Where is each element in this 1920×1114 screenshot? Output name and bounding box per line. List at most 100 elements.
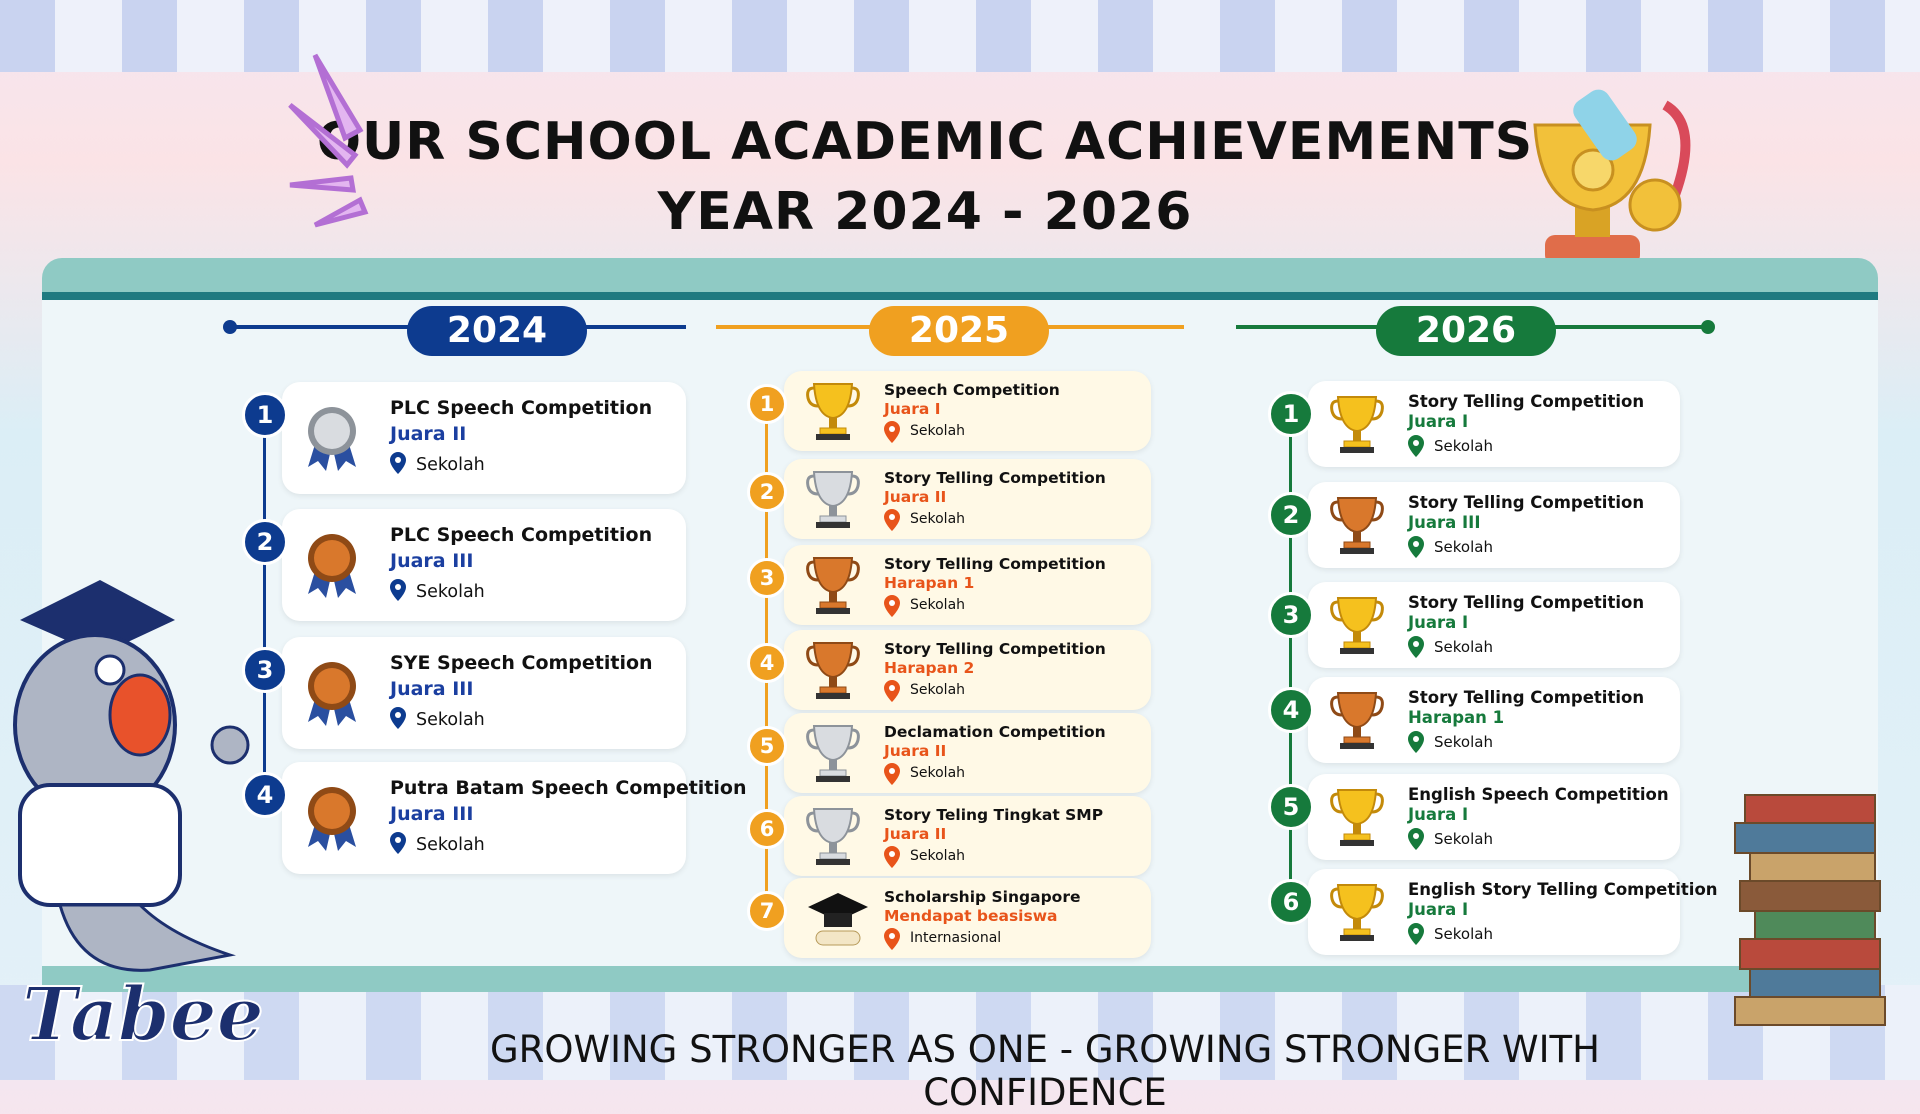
location: Sekolah: [416, 709, 485, 730]
location-pin: [884, 421, 900, 443]
rank: Juara II: [884, 742, 947, 760]
title: OUR SCHOOL ACADEMIC ACHIEVEMENTS: [316, 112, 1534, 172]
location: Sekolah: [1434, 436, 1493, 455]
burst-decoration: [288, 53, 369, 228]
award-icon: [1330, 692, 1384, 749]
rank: Juara III: [390, 803, 474, 826]
location-pin: [1408, 635, 1424, 658]
location-pin: [884, 763, 900, 785]
rank: Juara I: [1408, 412, 1469, 432]
location-pin: [1408, 827, 1424, 850]
item-number: 3: [1268, 592, 1314, 638]
item-number: 6: [1268, 879, 1314, 925]
competition-title: Story Teling Tingkat SMP: [884, 806, 1104, 824]
location-pin: [884, 595, 900, 617]
location-pin: [1408, 434, 1424, 457]
year-label: 2025: [869, 306, 1049, 356]
rank: Juara III: [390, 678, 474, 701]
award-icon: [308, 407, 356, 471]
location-pin: [1408, 922, 1424, 945]
item-number: 5: [747, 726, 787, 766]
award-icon: [806, 471, 860, 528]
competition-title: Story Telling Competition: [884, 469, 1106, 487]
location: Sekolah: [416, 454, 485, 475]
competition-title: Story Telling Competition: [884, 555, 1106, 573]
item-number: 2: [1268, 492, 1314, 538]
award-icon: [1330, 396, 1384, 453]
rank: Juara II: [884, 488, 947, 506]
location: Sekolah: [910, 765, 966, 781]
competition-title: Putra Batam Speech Competition: [390, 776, 747, 799]
item-number: 2: [242, 519, 288, 565]
location: Sekolah: [1434, 637, 1493, 656]
rank: Juara III: [390, 550, 474, 573]
location: Sekolah: [910, 682, 966, 698]
competition-title: Story Telling Competition: [1408, 592, 1645, 612]
location-pin: [390, 452, 406, 474]
award-icon: [806, 557, 860, 614]
award-icon: [1330, 789, 1384, 846]
competition-title: English Speech Competition: [1408, 784, 1669, 804]
award-icon: [1330, 884, 1384, 941]
award-icon: [806, 383, 860, 440]
competition-title: Speech Competition: [884, 381, 1060, 399]
location-pin: [390, 579, 406, 601]
competition-title: English Story Telling Competition: [1408, 879, 1718, 899]
item-number: 6: [747, 809, 787, 849]
award-icon: [806, 725, 860, 782]
location-pin: [884, 680, 900, 702]
tagline: GROWING STRONGER AS ONE - GROWING STRONG…: [490, 1028, 1600, 1114]
location-pin: [390, 707, 406, 729]
location: Sekolah: [1434, 537, 1493, 556]
location: Sekolah: [1434, 732, 1493, 751]
trophy-decoration: [1533, 89, 1691, 265]
year-label: 2026: [1376, 306, 1556, 356]
line-dot: [1701, 320, 1715, 334]
location-pin: [1408, 730, 1424, 753]
subtitle: YEAR 2024 - 2026: [657, 182, 1193, 242]
location: Sekolah: [1434, 829, 1493, 848]
award-icon: [806, 808, 860, 865]
mascot: [13, 580, 250, 972]
location: Sekolah: [1434, 924, 1493, 943]
competition-title: Story Telling Competition: [1408, 391, 1645, 411]
rank: Juara II: [884, 825, 947, 843]
award-icon: [1330, 497, 1384, 554]
competition-title: Story Telling Competition: [1408, 687, 1645, 707]
competition-title: SYE Speech Competition: [390, 651, 653, 674]
rank: Juara I: [1408, 805, 1469, 825]
award-icon: [1330, 597, 1384, 654]
rank: Juara II: [390, 423, 467, 446]
location-pin: [1408, 535, 1424, 558]
competition-title: Scholarship Singapore: [884, 888, 1081, 906]
location-pin: [884, 846, 900, 868]
rank: Harapan 2: [884, 659, 975, 677]
year-label: 2024: [407, 306, 587, 356]
award-icon: [806, 642, 860, 699]
timeline: [1289, 411, 1292, 899]
rank: Juara I: [1408, 613, 1469, 633]
rank: Juara I: [884, 400, 941, 418]
location: Sekolah: [910, 423, 966, 439]
item-number: 4: [1268, 687, 1314, 733]
location-pin: [884, 509, 900, 531]
wave-top: [42, 258, 1878, 292]
rank: Mendapat beasiswa: [884, 907, 1058, 925]
rank: Harapan 1: [1408, 708, 1505, 728]
timeline: [263, 412, 266, 792]
location: Internasional: [910, 930, 1002, 946]
item-number: 4: [242, 772, 288, 818]
rank: Juara III: [1408, 513, 1481, 533]
competition-title: Story Telling Competition: [1408, 492, 1645, 512]
item-number: 5: [1268, 784, 1314, 830]
bottom-stripes: [0, 985, 1920, 1080]
logo: Tabee: [21, 971, 265, 1059]
award-icon: [808, 893, 868, 946]
rank: Juara I: [1408, 900, 1469, 920]
item-number: 1: [242, 392, 288, 438]
item-number: 1: [1268, 391, 1314, 437]
line-dot: [223, 320, 237, 334]
location: Sekolah: [416, 581, 485, 602]
competition-title: Story Telling Competition: [884, 640, 1106, 658]
